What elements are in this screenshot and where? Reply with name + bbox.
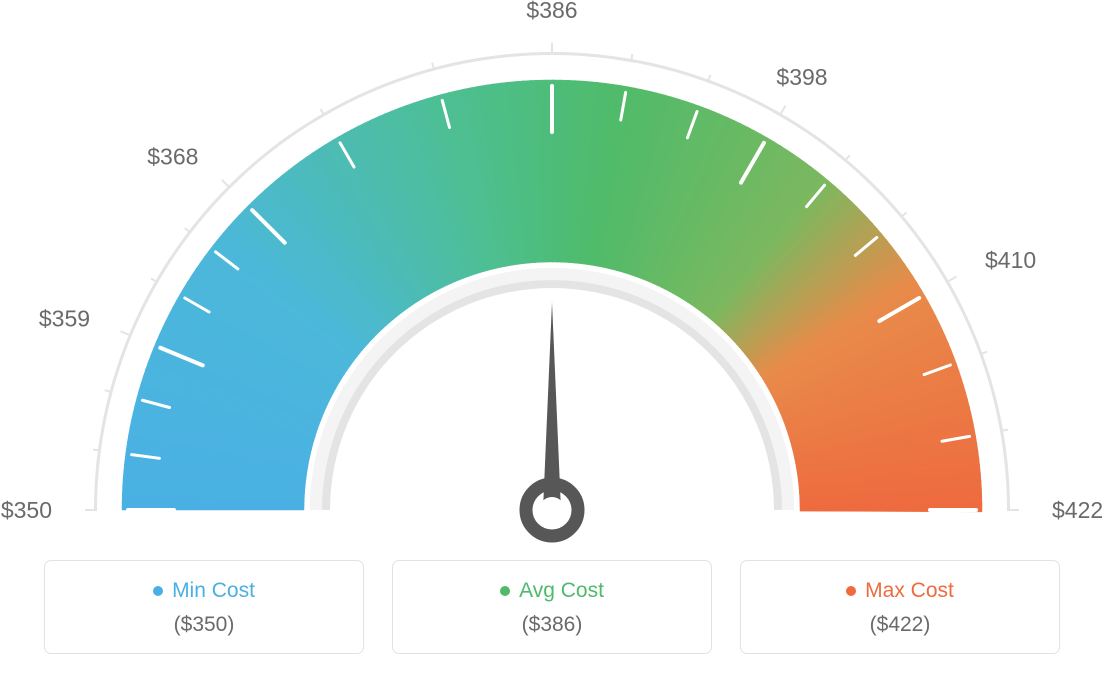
legend-value-min: ($350) [45,613,363,637]
svg-text:$410: $410 [985,247,1036,273]
svg-text:$350: $350 [1,497,52,523]
legend-dot-avg [500,586,510,596]
gauge-svg: $350 $359 $368 $386 $398 $410 $422 [0,0,1104,560]
legend-title-avg: Avg Cost [500,579,604,603]
legend-card-max: Max Cost ($422) [740,560,1060,654]
legend-card-min: Min Cost ($350) [44,560,364,654]
legend-label-avg: Avg Cost [519,579,604,603]
legend-title-min: Min Cost [153,579,255,603]
legend-value-max: ($422) [741,613,1059,637]
legend-dot-max [846,586,856,596]
svg-text:$398: $398 [776,64,827,90]
legend-dot-min [153,586,163,596]
svg-text:$386: $386 [526,0,577,23]
legend-label-min: Min Cost [172,579,255,603]
legend-title-max: Max Cost [846,579,954,603]
svg-text:$422: $422 [1052,497,1103,523]
svg-text:$368: $368 [147,143,198,169]
gauge-chart: $350 $359 $368 $386 $398 $410 $422 [0,0,1104,560]
legend-value-avg: ($386) [393,613,711,637]
legend-card-avg: Avg Cost ($386) [392,560,712,654]
legend-row: Min Cost ($350) Avg Cost ($386) Max Cost… [0,560,1104,674]
svg-text:$359: $359 [39,306,90,332]
legend-label-max: Max Cost [865,579,954,603]
